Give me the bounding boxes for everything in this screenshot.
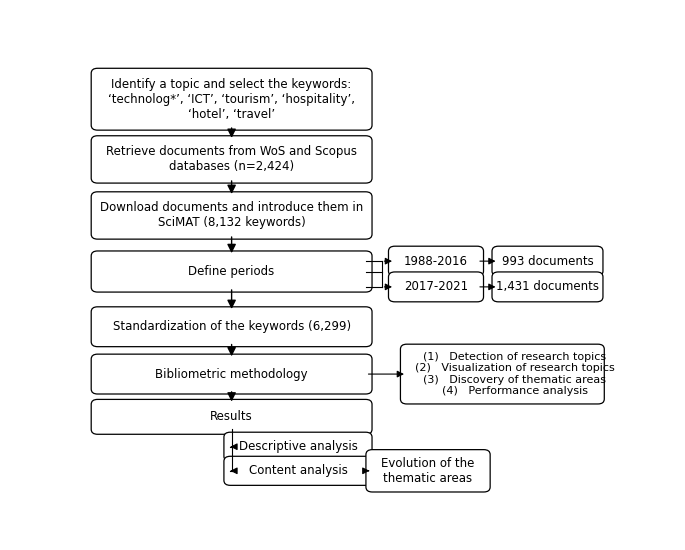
- FancyBboxPatch shape: [91, 307, 372, 346]
- Text: Identify a topic and select the keywords:
‘technolog*’, ‘ICT’, ‘tourism’, ‘hospi: Identify a topic and select the keywords…: [108, 78, 355, 120]
- FancyBboxPatch shape: [91, 136, 372, 183]
- Text: Standardization of the keywords (6,299): Standardization of the keywords (6,299): [112, 320, 351, 333]
- Text: 1,431 documents: 1,431 documents: [496, 280, 599, 293]
- FancyBboxPatch shape: [366, 450, 490, 492]
- Text: Retrieve documents from WoS and Scopus
databases (n=2,424): Retrieve documents from WoS and Scopus d…: [106, 145, 357, 173]
- FancyBboxPatch shape: [91, 192, 372, 239]
- FancyBboxPatch shape: [401, 344, 604, 404]
- Text: (1)   Detection of research topics
(2)   Visualization of research topics
(3)   : (1) Detection of research topics (2) Vis…: [414, 351, 614, 397]
- Text: 2017-2021: 2017-2021: [404, 280, 468, 293]
- FancyBboxPatch shape: [91, 68, 372, 130]
- FancyBboxPatch shape: [91, 399, 372, 435]
- Text: Content analysis: Content analysis: [249, 464, 347, 477]
- Text: Define periods: Define periods: [188, 265, 275, 278]
- Text: Bibliometric methodology: Bibliometric methodology: [155, 367, 308, 381]
- FancyBboxPatch shape: [224, 456, 372, 485]
- Text: 1988-2016: 1988-2016: [404, 255, 468, 268]
- Text: Descriptive analysis: Descriptive analysis: [238, 440, 358, 453]
- FancyBboxPatch shape: [388, 246, 484, 276]
- FancyBboxPatch shape: [492, 272, 603, 302]
- FancyBboxPatch shape: [388, 272, 484, 302]
- FancyBboxPatch shape: [492, 246, 603, 276]
- FancyBboxPatch shape: [91, 354, 372, 394]
- FancyBboxPatch shape: [224, 432, 372, 461]
- Text: Download documents and introduce them in
SciMAT (8,132 keywords): Download documents and introduce them in…: [100, 201, 363, 229]
- Text: Evolution of the
thematic areas: Evolution of the thematic areas: [382, 457, 475, 485]
- Text: Results: Results: [210, 410, 253, 424]
- FancyBboxPatch shape: [91, 251, 372, 292]
- Text: 993 documents: 993 documents: [501, 255, 593, 268]
